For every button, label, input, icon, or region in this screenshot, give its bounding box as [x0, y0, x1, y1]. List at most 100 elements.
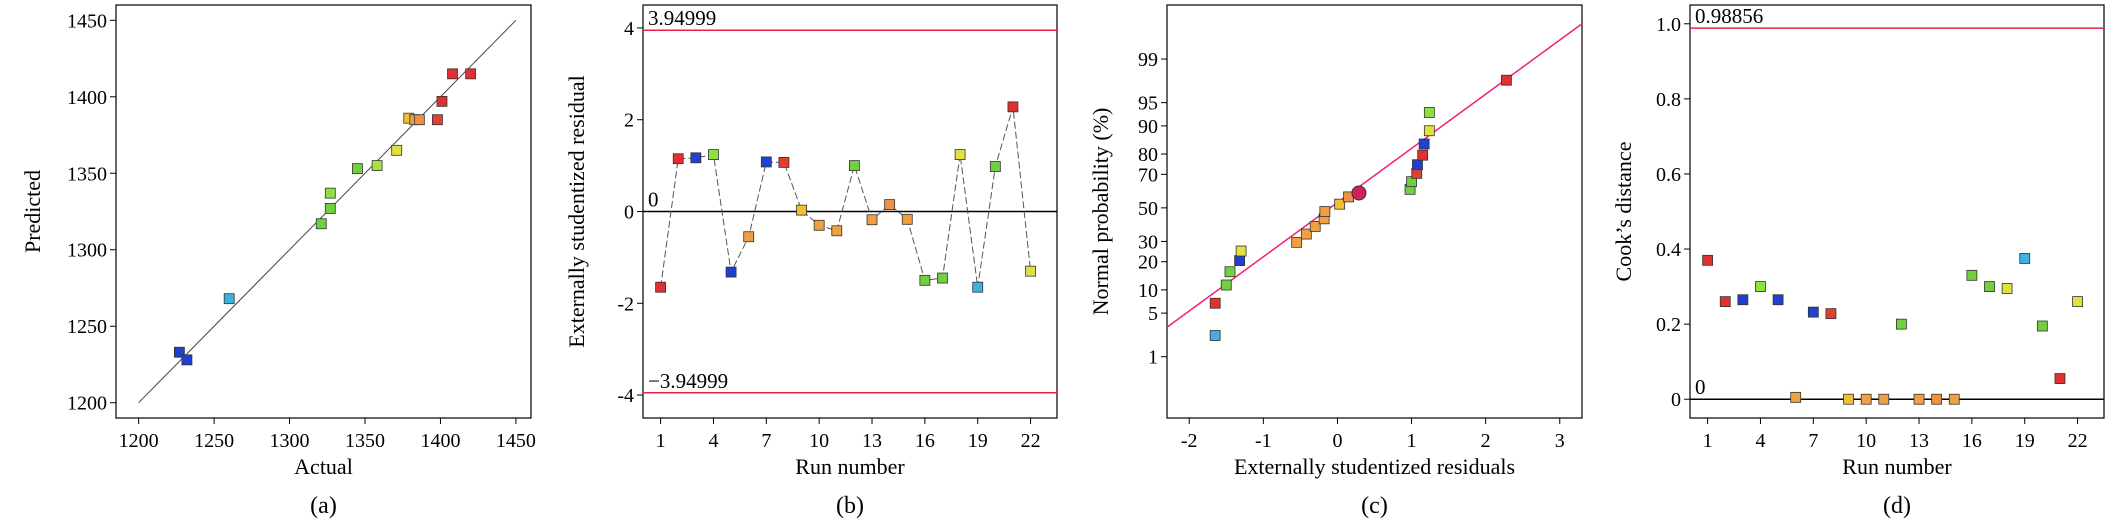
data-point [391, 144, 403, 156]
x-tick-label: -2 [1181, 430, 1198, 452]
data-point [1790, 391, 1802, 403]
data-point [1825, 308, 1837, 320]
x-tick-label: 19 [968, 430, 988, 452]
data-point [432, 114, 443, 126]
data-point [1860, 393, 1872, 405]
x-axis-label: Actual [294, 454, 353, 479]
data-point [1966, 269, 1978, 281]
data-point [1948, 393, 1960, 405]
y-tick-label: 80 [1138, 144, 1158, 166]
data-point [1417, 149, 1429, 161]
x-axis-label: Run number [1842, 454, 1952, 479]
y-tick-label: 1300 [67, 240, 107, 262]
data-point [884, 199, 896, 211]
data-point [2054, 373, 2066, 384]
data-point [447, 68, 458, 80]
data-point [1755, 281, 1766, 292]
panel-caption: (c) [1361, 493, 1388, 519]
data-point [672, 153, 684, 165]
x-tick-label: 1 [1703, 430, 1713, 452]
y-tick-label: 0.6 [1656, 164, 1681, 186]
reference-line-label: 0 [648, 188, 659, 212]
x-tick-label: 7 [761, 430, 771, 452]
data-point [352, 163, 363, 175]
panel-caption: (a) [310, 493, 337, 519]
plot-frame [115, 4, 532, 419]
y-tick-label: -2 [617, 293, 634, 315]
data-point [1291, 236, 1303, 248]
data-point [1224, 266, 1236, 278]
data-point [315, 218, 327, 230]
x-tick-label: 1300 [270, 430, 310, 452]
data-point [1501, 74, 1512, 86]
y-tick-label: 1350 [67, 163, 107, 185]
y-tick-label: 4 [624, 18, 634, 40]
data-point [954, 149, 966, 160]
data-point [901, 213, 913, 225]
x-axis-label: Externally studentized residuals [1234, 454, 1515, 479]
y-axis-label: Externally studentized residual [564, 75, 589, 347]
data-point [1878, 393, 1890, 405]
x-tick-label: 22 [2068, 430, 2088, 452]
y-tick-label: 0 [1671, 389, 1681, 411]
x-tick-label: 16 [915, 430, 935, 452]
data-point [1843, 393, 1854, 405]
data-point [1025, 265, 1036, 277]
x-tick-label: 16 [1962, 430, 1982, 452]
data-point [371, 160, 383, 172]
x-axis-label: Run number [795, 454, 905, 479]
x-tick-label: 19 [2015, 430, 2035, 452]
data-point [324, 203, 336, 214]
x-tick-label: 10 [1856, 430, 1876, 452]
data-point [743, 231, 755, 243]
x-tick-label: 1400 [420, 430, 460, 452]
y-tick-label: 0.4 [1656, 239, 1681, 261]
y-tick-label: 0.2 [1656, 314, 1681, 336]
data-point [1412, 159, 1423, 171]
y-tick-label: -4 [617, 385, 634, 407]
x-tick-label: -1 [1255, 430, 1272, 452]
y-tick-label: 95 [1138, 93, 1158, 115]
data-point [1807, 306, 1819, 318]
mean-point [1351, 185, 1367, 201]
data-point [1423, 107, 1435, 118]
y-tick-label: 2 [624, 110, 634, 132]
data-point [1334, 198, 1346, 210]
x-tick-label: 10 [809, 430, 829, 452]
data-point [324, 187, 336, 199]
data-point [1913, 393, 1925, 405]
data-point [831, 225, 843, 237]
data-point [708, 149, 719, 160]
y-tick-label: 90 [1138, 116, 1158, 138]
data-point [972, 281, 984, 293]
data-point [796, 204, 807, 216]
plot-frame [1166, 4, 1583, 419]
y-tick-label: 0 [624, 202, 634, 224]
data-point [1234, 255, 1246, 266]
y-tick-label: 1.0 [1656, 14, 1681, 36]
data-point [2019, 253, 2031, 264]
y-tick-label: 1450 [67, 10, 107, 32]
x-tick-label: 1 [1407, 430, 1417, 452]
panel-caption: (b) [836, 493, 864, 519]
data-point [919, 274, 931, 286]
y-tick-label: 1 [1148, 347, 1158, 369]
y-tick-label: 50 [1138, 198, 1158, 220]
x-tick-label: 13 [1909, 430, 1929, 452]
data-point [937, 272, 948, 284]
y-tick-label: 20 [1138, 252, 1158, 274]
x-tick-label: 1450 [496, 430, 536, 452]
y-axis-label: Predicted [20, 170, 45, 253]
data-point [1300, 228, 1312, 240]
reference-line-label: −3.94999 [648, 369, 728, 393]
data-point [1007, 101, 1019, 113]
x-tick-label: 4 [1755, 430, 1765, 452]
y-tick-label: 1400 [67, 87, 107, 109]
y-tick-label: 0.8 [1656, 89, 1681, 111]
data-point [1209, 330, 1221, 341]
plot-frame [1689, 4, 2105, 419]
reference-line-label: 0.98856 [1695, 4, 1763, 28]
data-point [866, 214, 878, 226]
